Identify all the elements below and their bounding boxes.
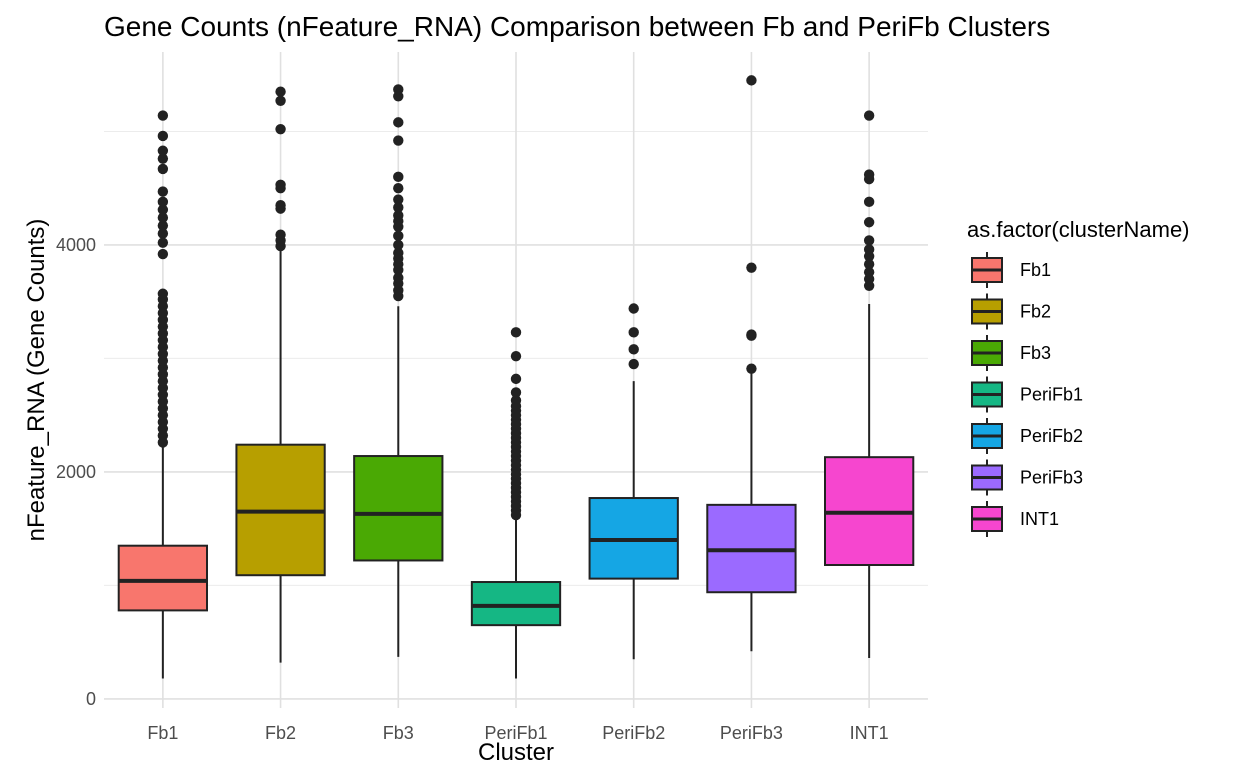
- y-axis-title: nFeature_RNA (Gene Counts): [23, 219, 50, 542]
- outlier-point: [157, 130, 169, 142]
- outlier-point: [863, 266, 875, 278]
- legend-label: PeriFb1: [1020, 385, 1083, 405]
- x-tick-label: PeriFb3: [720, 723, 783, 743]
- x-tick-label: PeriFb2: [602, 723, 665, 743]
- outlier-point: [746, 363, 757, 374]
- outlier-point: [393, 117, 404, 128]
- box-PeriFb1: [470, 327, 562, 679]
- outlier-point: [510, 327, 522, 338]
- legend: Fb1 Fb2 Fb3 PeriFb1 PeriFb2 PeriFb3 INT1: [971, 252, 1083, 537]
- x-tick-label: Fb2: [265, 723, 296, 743]
- legend-label: Fb3: [1020, 343, 1051, 363]
- outlier-point: [157, 153, 169, 164]
- legend-item-INT1: INT1: [971, 501, 1059, 537]
- x-tick-label: PeriFb1: [484, 723, 547, 743]
- outlier-point: [157, 237, 169, 248]
- outlier-point: [275, 123, 286, 135]
- legend-label: Fb2: [1020, 302, 1051, 322]
- outlier-point: [863, 259, 875, 270]
- outlier-point: [393, 84, 404, 95]
- outlier-point: [275, 200, 286, 211]
- legend-item-PeriFb1: PeriFb1: [971, 376, 1083, 413]
- box-Fb2: [235, 86, 326, 663]
- outlier-point: [157, 288, 169, 299]
- box-body: [470, 581, 562, 627]
- outlier-point: [275, 86, 286, 97]
- outlier-point: [393, 135, 404, 146]
- outlier-point: [628, 358, 639, 370]
- chart-title: Gene Counts (nFeature_RNA) Comparison be…: [104, 11, 1050, 42]
- legend-item-Fb3: Fb3: [971, 335, 1051, 371]
- outlier-point: [393, 171, 404, 183]
- outlier-point: [863, 235, 875, 246]
- outlier-point: [275, 179, 286, 190]
- outlier-point: [157, 212, 169, 223]
- outlier-point: [863, 196, 875, 208]
- outlier-point: [510, 395, 522, 406]
- outlier-point: [863, 169, 875, 180]
- outlier-point: [157, 186, 169, 197]
- box-PeriFb2: [588, 303, 679, 660]
- box-body: [117, 544, 208, 612]
- outlier-point: [157, 145, 169, 156]
- box-body: [353, 455, 444, 562]
- legend-label: PeriFb2: [1020, 426, 1083, 446]
- outlier-point: [275, 229, 286, 240]
- outlier-point: [393, 272, 404, 284]
- outlier-point: [863, 217, 875, 228]
- legend-item-Fb2: Fb2: [971, 293, 1051, 330]
- outlier-point: [628, 344, 639, 355]
- legend-item-Fb1: Fb1: [971, 252, 1051, 288]
- box-INT1: [824, 110, 915, 659]
- box-PeriFb3: [706, 75, 797, 652]
- legend-label: Fb1: [1020, 260, 1051, 280]
- outlier-point: [393, 239, 404, 251]
- outlier-point: [393, 182, 404, 194]
- outlier-point: [863, 244, 875, 255]
- outlier-point: [393, 210, 404, 221]
- outlier-point: [510, 373, 522, 385]
- box-Fb3: [353, 84, 444, 657]
- legend-title: as.factor(clusterName): [967, 217, 1190, 242]
- legend-item-PeriFb2: PeriFb2: [971, 418, 1083, 454]
- outlier-point: [746, 329, 757, 340]
- outlier-point: [157, 204, 169, 215]
- x-tick-label: Fb3: [383, 723, 414, 743]
- legend-label: INT1: [1020, 509, 1059, 529]
- outlier-point: [746, 262, 757, 273]
- x-axis-title: Cluster: [478, 739, 554, 766]
- outlier-point: [863, 110, 875, 121]
- y-tick-label: 0: [86, 689, 96, 709]
- outlier-point: [157, 220, 169, 231]
- outlier-point: [157, 163, 169, 175]
- outlier-point: [510, 387, 522, 398]
- outlier-point: [157, 196, 169, 208]
- outlier-point: [628, 303, 639, 314]
- outlier-point: [157, 110, 169, 121]
- outlier-point: [393, 247, 404, 259]
- outlier-point: [510, 350, 522, 362]
- y-tick-label: 2000: [56, 462, 96, 482]
- outlier-point: [746, 75, 757, 86]
- outlier-point: [157, 228, 169, 239]
- x-tick-label: INT1: [850, 723, 889, 743]
- y-tick-label: 4000: [56, 235, 96, 255]
- plot-panel: 0 2000 4000 Fb1 Fb2 Fb3 PeriFb1 PeriFb2 PeriFb3 I…: [56, 52, 928, 743]
- outlier-point: [157, 248, 169, 260]
- outlier-point: [393, 202, 404, 213]
- outlier-point: [628, 327, 639, 338]
- outlier-point: [393, 194, 404, 205]
- outlier-point: [275, 95, 286, 107]
- legend-item-PeriFb3: PeriFb3: [971, 459, 1083, 496]
- box-Fb1: [117, 110, 208, 679]
- legend-label: PeriFb3: [1020, 468, 1083, 488]
- x-tick-label: Fb1: [147, 723, 178, 743]
- outlier-point: [393, 230, 404, 242]
